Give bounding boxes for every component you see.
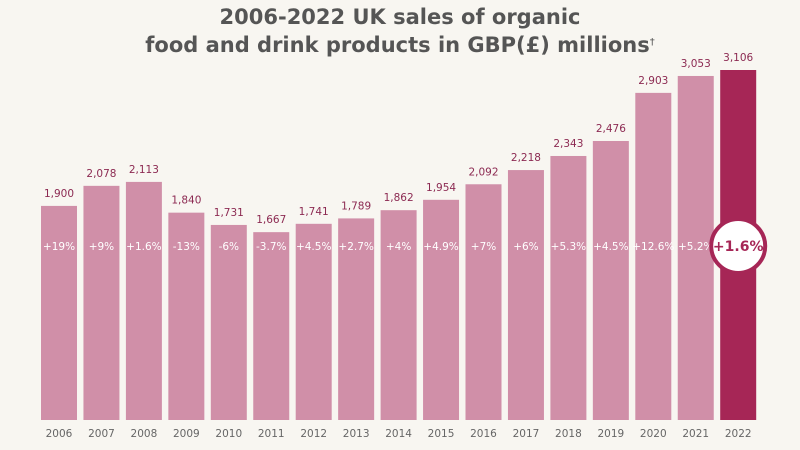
bar-2013: [338, 218, 375, 420]
value-label-2013: 1,789: [341, 200, 371, 212]
growth-label-2013: +2.7%: [338, 241, 373, 253]
bar-2012: [295, 223, 332, 420]
growth-label-2009: -13%: [173, 241, 200, 253]
value-label-2012: 1,741: [299, 206, 329, 218]
x-tick-label-2013: 2013: [343, 428, 370, 440]
bar-2009: [168, 212, 205, 420]
value-label-2007: 2,078: [86, 168, 116, 180]
value-label-2019: 2,476: [596, 123, 626, 135]
growth-label-2012: +4.5%: [296, 241, 331, 253]
x-tick-label-2014: 2014: [385, 428, 412, 440]
value-label-2020: 2,903: [638, 75, 668, 87]
x-tick-label-2015: 2015: [428, 428, 455, 440]
bar-2010: [210, 224, 247, 420]
chart-title-line-1: 2006-2022 UK sales of organic: [219, 5, 581, 29]
value-label-2014: 1,862: [384, 192, 414, 204]
bar-2006: [41, 205, 77, 420]
bar-2017: [507, 170, 544, 420]
bar-2008: [125, 181, 162, 420]
value-label-2010: 1,731: [214, 207, 244, 219]
chart-title-line-2: food and drink products in GBP(£) millio…: [0, 32, 800, 58]
growth-label-2018: +5.3%: [551, 241, 586, 253]
x-tick-label-2011: 2011: [258, 428, 285, 440]
value-label-2017: 2,218: [511, 152, 541, 164]
bar-2019: [592, 140, 629, 420]
value-label-2008: 2,113: [129, 164, 159, 176]
bar-2016: [465, 184, 502, 420]
x-tick-label-2018: 2018: [555, 428, 582, 440]
value-label-2015: 1,954: [426, 182, 456, 194]
x-tick-label-2007: 2007: [88, 428, 115, 440]
x-tick-label-2009: 2009: [173, 428, 200, 440]
growth-label-2006: +19%: [43, 241, 75, 253]
growth-badge-circle: [709, 217, 768, 275]
growth-label-2007: +9%: [89, 241, 114, 253]
value-label-2021: 3,053: [681, 58, 711, 70]
x-tick-label-2022: 2022: [725, 428, 752, 440]
x-tick-label-2006: 2006: [46, 428, 73, 440]
bar-2021: [677, 75, 714, 420]
x-tick-label-2017: 2017: [513, 428, 540, 440]
title-dagger-mark: †: [649, 37, 655, 48]
bar-2020: [635, 92, 672, 420]
x-tick-label-2010: 2010: [215, 428, 242, 440]
value-label-2011: 1,667: [256, 214, 286, 226]
growth-label-2015: +4.9%: [423, 241, 458, 253]
growth-label-2021: +5.2%: [678, 241, 713, 253]
value-label-2009: 1,840: [171, 195, 201, 207]
x-tick-label-2012: 2012: [300, 428, 327, 440]
growth-label-2016: +7%: [471, 241, 496, 253]
x-tick-label-2008: 2008: [131, 428, 158, 440]
growth-label-2011: -3.7%: [256, 241, 286, 253]
value-label-2022: 3,106: [723, 52, 753, 64]
bar-2018: [550, 155, 587, 420]
growth-label-2020: +12.6%: [632, 241, 674, 253]
growth-label-2010: -6%: [219, 241, 239, 253]
value-label-2016: 2,092: [468, 166, 498, 178]
x-tick-label-2016: 2016: [470, 428, 497, 440]
value-label-2006: 1,900: [44, 188, 74, 200]
bar-2014: [380, 210, 417, 420]
growth-label-2022: +1.6%: [713, 239, 764, 255]
x-tick-label-2019: 2019: [597, 428, 624, 440]
bar-2015: [423, 199, 460, 420]
growth-label-2014: +4%: [386, 241, 411, 253]
growth-label-2019: +4.5%: [593, 241, 628, 253]
chart-title-line-2-text: food and drink products in GBP(£) millio…: [145, 33, 650, 57]
growth-label-2017: +6%: [513, 241, 538, 253]
value-label-2018: 2,343: [553, 138, 583, 150]
bar-2007: [83, 185, 120, 420]
x-tick-label-2021: 2021: [682, 428, 709, 440]
growth-label-2008: +1.6%: [126, 241, 161, 253]
x-tick-label-2020: 2020: [640, 428, 667, 440]
bar-2011: [253, 232, 290, 420]
